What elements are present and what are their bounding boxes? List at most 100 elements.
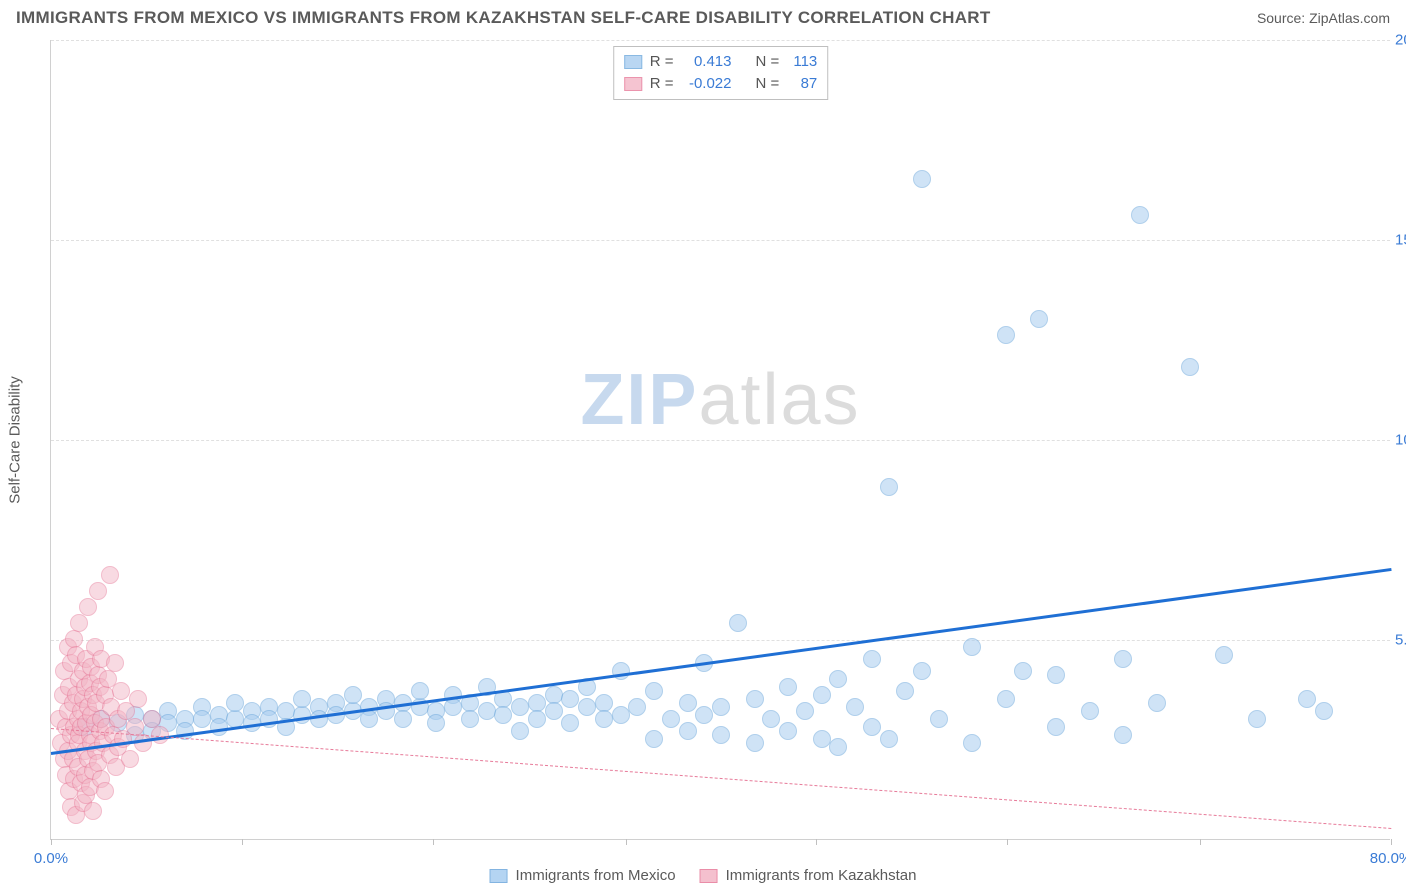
r-value: -0.022 bbox=[682, 73, 732, 95]
correlation-stats-legend: R =0.413N =113R = -0.022 N = 87 bbox=[613, 46, 829, 100]
data-point-mexico bbox=[411, 682, 429, 700]
data-point-mexico bbox=[813, 686, 831, 704]
data-point-kazakhstan bbox=[121, 750, 139, 768]
data-point-mexico bbox=[1114, 650, 1132, 668]
legend-label: Immigrants from Mexico bbox=[516, 867, 676, 884]
gridline bbox=[51, 40, 1390, 41]
legend-label: Immigrants from Kazakhstan bbox=[726, 867, 917, 884]
data-point-kazakhstan bbox=[112, 682, 130, 700]
data-point-mexico bbox=[545, 702, 563, 720]
data-point-mexico bbox=[1047, 666, 1065, 684]
data-point-kazakhstan bbox=[101, 566, 119, 584]
data-point-kazakhstan bbox=[84, 802, 102, 820]
data-point-mexico bbox=[880, 478, 898, 496]
data-point-mexico bbox=[779, 678, 797, 696]
data-point-kazakhstan bbox=[106, 654, 124, 672]
x-tick-mark bbox=[816, 839, 817, 845]
data-point-mexico bbox=[1298, 690, 1316, 708]
data-point-mexico bbox=[511, 722, 529, 740]
x-tick-mark bbox=[1007, 839, 1008, 845]
data-point-mexico bbox=[880, 730, 898, 748]
data-point-mexico bbox=[930, 710, 948, 728]
series-legend: Immigrants from Mexico Immigrants from Ka… bbox=[490, 867, 917, 884]
data-point-kazakhstan bbox=[96, 782, 114, 800]
data-point-mexico bbox=[528, 710, 546, 728]
data-point-mexico bbox=[896, 682, 914, 700]
data-point-mexico bbox=[746, 734, 764, 752]
stats-row-mexico: R =0.413N =113 bbox=[624, 51, 818, 73]
legend-item-kazakhstan: Immigrants from Kazakhstan bbox=[700, 867, 917, 884]
data-point-mexico bbox=[193, 710, 211, 728]
data-point-mexico bbox=[478, 702, 496, 720]
x-tick-mark bbox=[1391, 839, 1392, 845]
data-point-mexico bbox=[813, 730, 831, 748]
data-point-mexico bbox=[344, 686, 362, 704]
x-tick-mark bbox=[433, 839, 434, 845]
data-point-mexico bbox=[1030, 310, 1048, 328]
data-point-mexico bbox=[595, 710, 613, 728]
data-point-mexico bbox=[779, 722, 797, 740]
data-point-mexico bbox=[444, 698, 462, 716]
x-tick-mark bbox=[1200, 839, 1201, 845]
x-tick-label: 80.0% bbox=[1370, 850, 1406, 867]
data-point-mexico bbox=[846, 698, 864, 716]
n-value: 87 bbox=[787, 73, 817, 95]
data-point-mexico bbox=[1131, 206, 1149, 224]
data-point-mexico bbox=[729, 614, 747, 632]
x-tick-label: 0.0% bbox=[34, 850, 68, 867]
data-point-mexico bbox=[712, 726, 730, 744]
data-point-mexico bbox=[679, 694, 697, 712]
data-point-kazakhstan bbox=[70, 614, 88, 632]
y-tick-label: 5.0% bbox=[1395, 632, 1406, 649]
data-point-mexico bbox=[963, 638, 981, 656]
data-point-mexico bbox=[662, 710, 680, 728]
data-point-mexico bbox=[578, 698, 596, 716]
legend-swatch bbox=[624, 55, 642, 69]
data-point-mexico bbox=[997, 690, 1015, 708]
data-point-mexico bbox=[1248, 710, 1266, 728]
gridline bbox=[51, 440, 1390, 441]
data-point-mexico bbox=[829, 738, 847, 756]
data-point-mexico bbox=[612, 706, 630, 724]
data-point-mexico bbox=[561, 714, 579, 732]
data-point-mexico bbox=[695, 706, 713, 724]
data-point-mexico bbox=[829, 670, 847, 688]
r-value: 0.413 bbox=[682, 51, 732, 73]
data-point-mexico bbox=[746, 690, 764, 708]
x-tick-mark bbox=[626, 839, 627, 845]
data-point-mexico bbox=[997, 326, 1015, 344]
data-point-kazakhstan bbox=[129, 690, 147, 708]
data-point-mexico bbox=[645, 730, 663, 748]
x-tick-mark bbox=[51, 839, 52, 845]
stats-row-kazakhstan: R = -0.022 N = 87 bbox=[624, 73, 818, 95]
source-label: Source: ZipAtlas.com bbox=[1257, 10, 1390, 26]
data-point-mexico bbox=[796, 702, 814, 720]
data-point-mexico bbox=[913, 170, 931, 188]
data-point-mexico bbox=[293, 690, 311, 708]
watermark: ZIPatlas bbox=[580, 359, 860, 441]
data-point-mexico bbox=[394, 710, 412, 728]
x-tick-mark bbox=[242, 839, 243, 845]
data-point-mexico bbox=[1215, 646, 1233, 664]
data-point-mexico bbox=[712, 698, 730, 716]
data-point-mexico bbox=[645, 682, 663, 700]
data-point-mexico bbox=[1315, 702, 1333, 720]
data-point-mexico bbox=[561, 690, 579, 708]
chart-area: Self-Care Disability ZIPatlas R =0.413N … bbox=[50, 40, 1390, 840]
data-point-mexico bbox=[1148, 694, 1166, 712]
data-point-mexico bbox=[628, 698, 646, 716]
data-point-mexico bbox=[1014, 662, 1032, 680]
data-point-kazakhstan bbox=[89, 582, 107, 600]
r-label: R = bbox=[650, 73, 674, 95]
data-point-mexico bbox=[461, 710, 479, 728]
y-tick-label: 20.0% bbox=[1395, 32, 1406, 49]
n-value: 113 bbox=[787, 51, 817, 73]
data-point-mexico bbox=[360, 710, 378, 728]
n-label: N = bbox=[756, 73, 780, 95]
data-point-mexico bbox=[427, 714, 445, 732]
data-point-mexico bbox=[1114, 726, 1132, 744]
data-point-mexico bbox=[679, 722, 697, 740]
chart-title: IMMIGRANTS FROM MEXICO VS IMMIGRANTS FRO… bbox=[16, 8, 991, 28]
data-point-mexico bbox=[1181, 358, 1199, 376]
data-point-mexico bbox=[1081, 702, 1099, 720]
